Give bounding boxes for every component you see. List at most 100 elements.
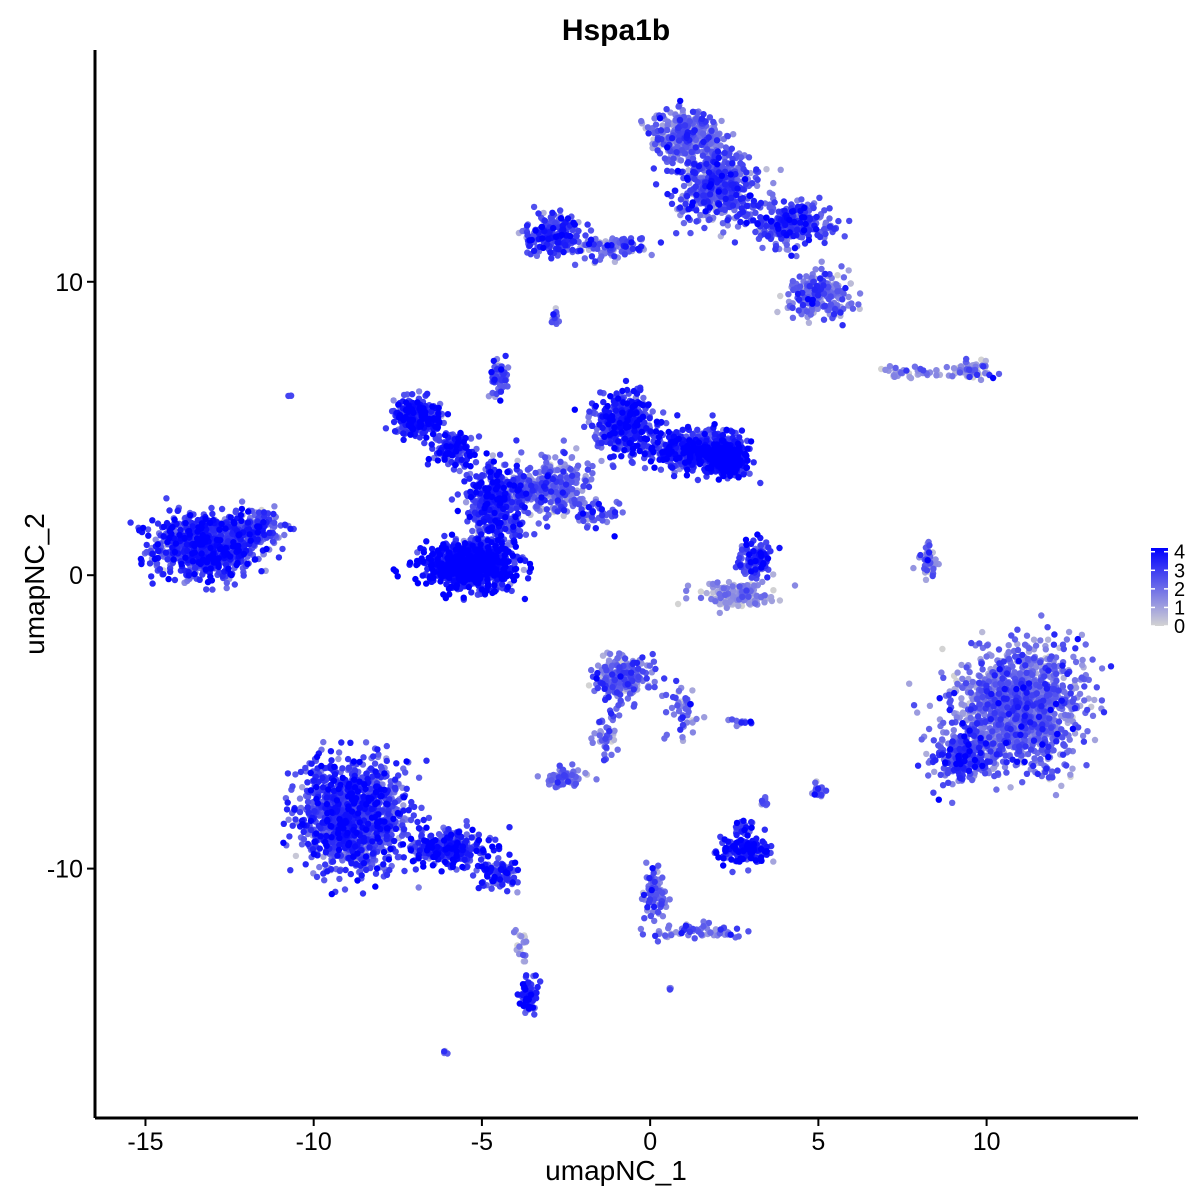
data-point [841, 233, 848, 240]
data-point [1007, 784, 1014, 791]
data-point [1083, 762, 1090, 769]
data-point [547, 499, 554, 506]
data-point [335, 755, 342, 763]
data-point [685, 708, 692, 715]
data-point [469, 527, 476, 535]
data-point [725, 578, 733, 586]
data-point [540, 209, 547, 217]
data-point [849, 305, 857, 312]
data-point [940, 674, 947, 681]
data-point [518, 933, 525, 940]
data-point [657, 466, 665, 473]
data-point [1066, 736, 1073, 743]
data-point [415, 388, 423, 395]
data-point [949, 799, 956, 806]
data-point [838, 263, 845, 270]
data-point [659, 913, 667, 920]
data-point [697, 588, 705, 595]
data-point [616, 500, 623, 507]
data-point [701, 714, 708, 721]
data-point [585, 682, 593, 689]
data-point [271, 503, 278, 510]
data-point [435, 831, 443, 838]
data-point [680, 182, 688, 190]
data-point [693, 715, 700, 723]
data-point [722, 591, 729, 598]
data-point [675, 103, 682, 110]
data-point [1037, 637, 1044, 644]
data-point [652, 121, 660, 128]
data-point [770, 571, 777, 578]
data-point [514, 457, 521, 464]
data-point [1089, 712, 1097, 719]
data-point [654, 938, 662, 945]
data-point [983, 653, 990, 660]
data-point [776, 597, 784, 604]
data-point [1076, 690, 1084, 698]
data-point [664, 126, 671, 134]
data-point [510, 929, 518, 936]
data-point [939, 645, 946, 653]
data-point [662, 709, 670, 716]
data-point [650, 658, 658, 665]
data-point [659, 122, 666, 129]
data-point [940, 719, 947, 726]
data-point [568, 454, 576, 461]
data-point [969, 678, 976, 686]
data-point [593, 776, 600, 783]
data-point [735, 602, 742, 610]
data-point [712, 926, 720, 933]
data-point [336, 875, 343, 883]
data-point [554, 466, 561, 474]
data-point [847, 280, 854, 287]
data-point [619, 509, 626, 516]
data-point [560, 437, 567, 444]
data-point [415, 884, 422, 891]
data-point [569, 761, 576, 768]
data-point [918, 736, 925, 743]
data-point [1091, 736, 1099, 744]
data-point [640, 394, 647, 402]
data-point [1003, 769, 1010, 776]
data-point [415, 774, 423, 781]
data-point [977, 376, 985, 384]
data-point [665, 922, 673, 929]
data-point [1005, 642, 1012, 649]
data-point [707, 929, 714, 936]
data-point [699, 130, 707, 137]
data-point [585, 413, 592, 421]
data-point [925, 725, 933, 733]
data-point [789, 277, 797, 285]
data-point [892, 364, 899, 372]
data-point [543, 459, 550, 466]
data-point [770, 179, 777, 187]
data-point [818, 258, 825, 265]
data-point [1091, 696, 1098, 704]
data-point [1024, 655, 1032, 663]
data-point [716, 609, 723, 617]
data-point [958, 695, 965, 702]
data-point [1042, 646, 1050, 653]
data-point [1019, 779, 1026, 786]
data-point [677, 157, 685, 164]
data-point [700, 923, 707, 930]
data-point [950, 365, 958, 372]
data-point [720, 229, 727, 236]
data-point [514, 889, 521, 896]
data-point [1069, 765, 1076, 772]
data-point [759, 244, 766, 252]
data-point [983, 642, 991, 649]
data-point [542, 514, 550, 522]
data-point [1065, 712, 1072, 719]
data-point [722, 599, 729, 606]
data-point [582, 769, 589, 777]
data-point [1098, 697, 1106, 704]
data-point [608, 751, 615, 758]
data-point [714, 579, 721, 586]
data-point [1025, 645, 1033, 652]
data-point [1065, 747, 1073, 754]
data-point [845, 267, 852, 274]
data-point [687, 229, 694, 237]
data-point [979, 628, 986, 636]
data-point [238, 498, 246, 505]
